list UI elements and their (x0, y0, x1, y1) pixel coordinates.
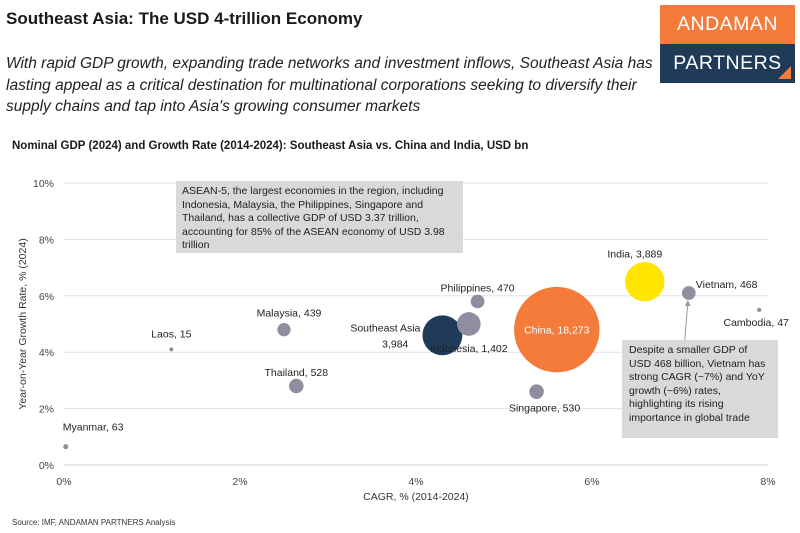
bubble-malaysia (277, 323, 291, 337)
source-note: Source: IMF, ANDAMAN PARTNERS Analysis (12, 518, 176, 527)
annotation-pointer-line (684, 302, 689, 341)
logo-line1: ANDAMAN (676, 13, 778, 35)
bubbles (63, 261, 762, 450)
logo-line2: PARTNERS (673, 52, 782, 74)
bubble-label-india: India, 3,889 (607, 249, 662, 261)
asean-annotation-box: ASEAN-5, the largest economies in the re… (176, 181, 463, 253)
bubble-label-indonesia: Indonesia, 1,402 (430, 343, 508, 355)
bubble-china (514, 286, 600, 373)
bubble-label-singapore: Singapore, 530 (509, 403, 580, 415)
axes: 0% 2% 4% 6% 8% 10% 0% 2% 4% 6% 8% CAGR, % (2014-202… (17, 178, 776, 503)
bubble-label-thailand: Thailand, 528 (264, 367, 328, 379)
x-tick-label: 4% (408, 476, 423, 488)
y-tick-label: 2% (39, 404, 54, 416)
asean-annotation-text: ASEAN-5, the largest economies in the re… (182, 185, 445, 251)
bubble-laos (169, 347, 174, 352)
logo-top-band: ANDAMAN (660, 5, 795, 44)
annotation-pointer-arrowhead (684, 299, 691, 306)
bubble-label-southeast-asia: Southeast Asia 3,984 (350, 322, 420, 350)
chart-title: Nominal GDP (2024) and Growth Rate (2014… (12, 140, 529, 152)
y-tick-label: 6% (39, 291, 54, 303)
annotation-pointer (684, 299, 691, 341)
bubble-labels: Myanmar, 63 Laos, 15 Malaysia, 439 Thailand… (63, 249, 789, 434)
y-tick-label: 8% (39, 234, 54, 246)
bubble-label-philippines: Philippines, 470 (441, 282, 515, 294)
x-axis-title: CAGR, % (2014-2024) (363, 491, 469, 503)
y-axis-title: Year-on-Year Growth Rate, % (2024) (17, 238, 29, 409)
bubble-vietnam (681, 286, 696, 300)
x-tick-label: 8% (760, 476, 775, 488)
company-logo: ANDAMAN PARTNERS (660, 5, 795, 83)
x-tick-label: 6% (584, 476, 599, 488)
bubble-label-china: China, 18,273 (524, 325, 590, 337)
bubble-singapore (529, 384, 544, 399)
bubble-philippines (470, 294, 485, 309)
bubble-india (625, 261, 665, 302)
x-tick-label: 2% (232, 476, 247, 488)
bubble-label-laos: Laos, 15 (151, 328, 191, 340)
y-tick-label: 0% (39, 460, 54, 472)
page-subtitle: With rapid GDP growth, expanding trade n… (6, 55, 653, 115)
logo-triangle-icon (778, 66, 791, 79)
bubble-southeast-asia (422, 315, 463, 356)
bubble-myanmar (63, 444, 69, 450)
bubble-label-vietnam: Vietnam, 468 (696, 279, 758, 291)
vietnam-annotation-text: Despite a smaller GDP of USD 468 billion… (629, 344, 766, 424)
bubble-thailand (289, 378, 304, 394)
bubble-cambodia (757, 307, 762, 313)
vietnam-annotation-box: Despite a smaller GDP of USD 468 billion… (622, 340, 778, 438)
y-tick-label: 4% (39, 347, 54, 359)
bubble-label-cambodia: Cambodia, 47 (724, 317, 790, 329)
logo-bottom-band: PARTNERS (660, 44, 795, 83)
bubble-label-myanmar: Myanmar, 63 (63, 422, 124, 434)
y-tick-label: 10% (33, 178, 54, 190)
x-tick-label: 0% (56, 476, 71, 488)
bubble-indonesia (456, 312, 481, 336)
page-title: Southeast Asia: The USD 4-trillion Econo… (6, 9, 363, 28)
bubble-label-malaysia: Malaysia, 439 (257, 308, 322, 320)
